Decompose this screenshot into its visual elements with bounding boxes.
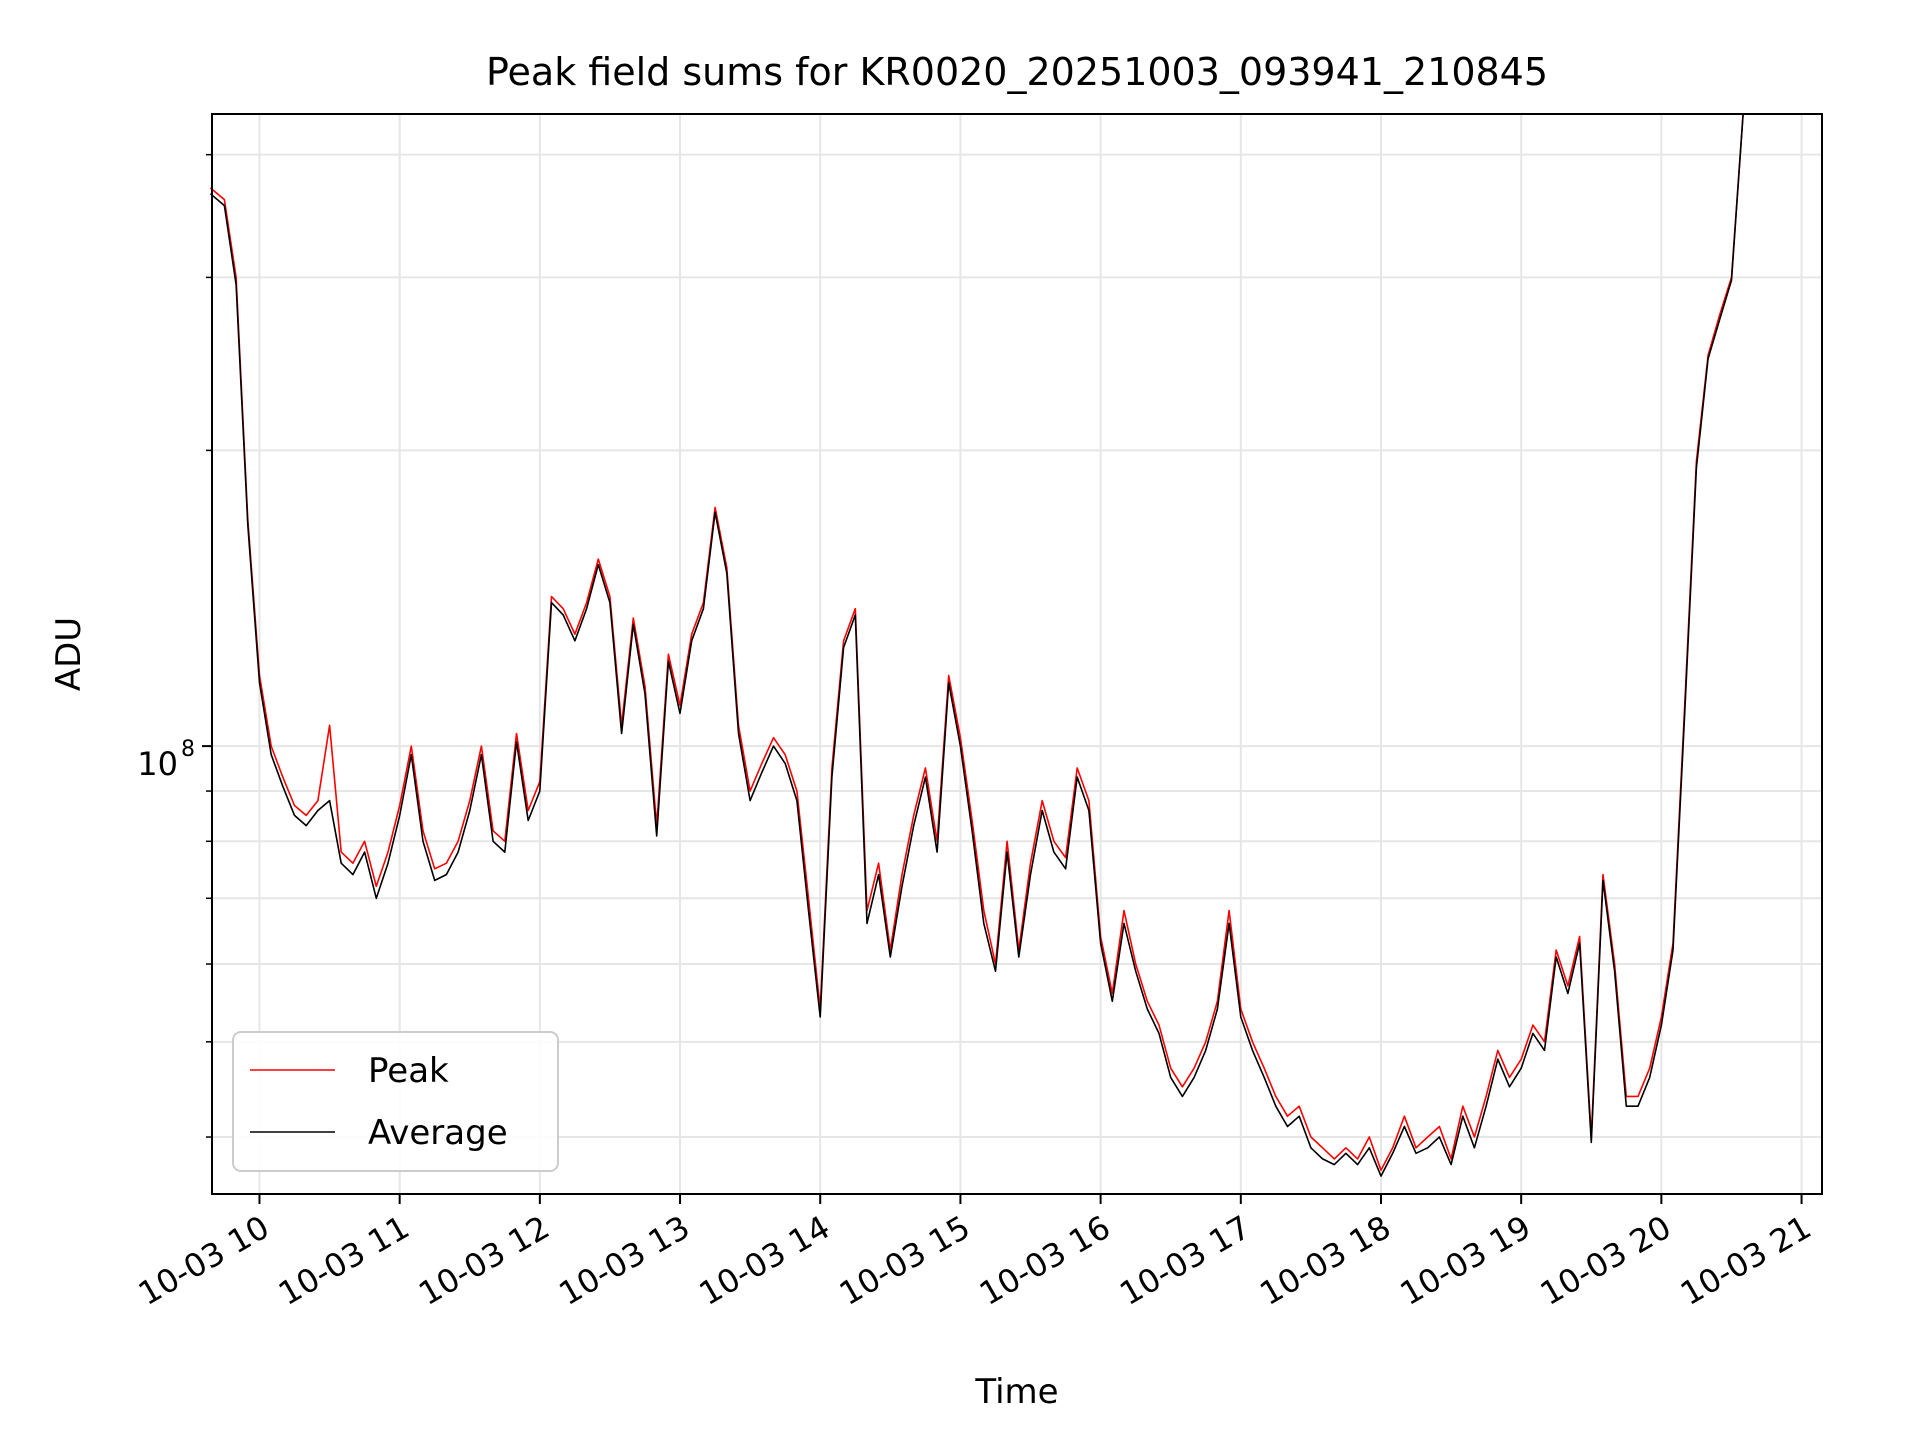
plot-frame [211,113,1823,1195]
series-line-peak [209,113,1744,1172]
series-lines [209,113,1744,1177]
chart-title: Peak field sums for KR0020_20251003_0939… [486,50,1548,94]
y-tick-label-base: 10 [137,745,178,783]
legend-label-average: Average [368,1113,508,1153]
legend-label-peak: Peak [368,1051,449,1091]
y-axis-label: ADU [49,617,89,691]
legend: Peak Average [232,1031,559,1172]
series-line-average [209,113,1744,1177]
y-tick-label-exponent: 8 [181,737,195,762]
x-axis-label: Time [974,1372,1058,1412]
legend-box [232,1031,559,1172]
y-tick-label-major: 10 8 [137,737,195,783]
